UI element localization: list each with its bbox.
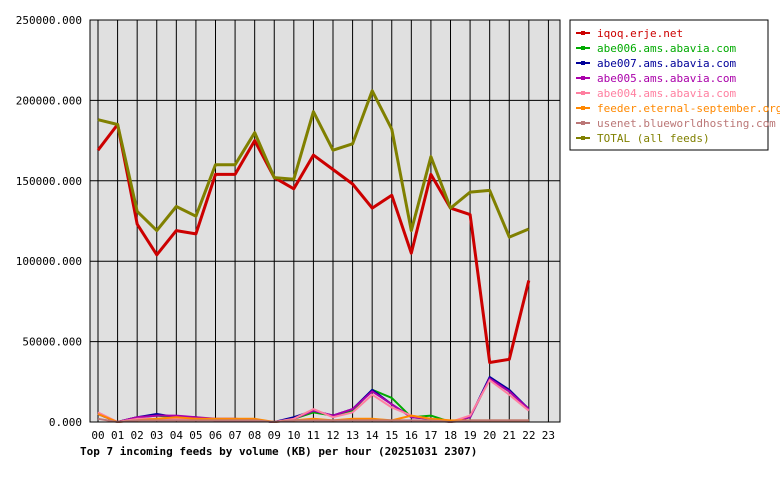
legend-marker (581, 31, 585, 35)
series-line (96, 123, 531, 364)
legend-marker (581, 61, 585, 65)
y-tick-label: 50000.000 (22, 336, 82, 349)
series-line (97, 417, 529, 423)
x-tick-label: 23 (542, 429, 555, 442)
y-tick-label: 100000.000 (16, 255, 82, 268)
x-tick-label: 02 (131, 429, 144, 442)
x-tick-labels: 00 01 02 03 04 05 06 07 08 09 10 11 12 13 14 15 16 17 18 19… (91, 429, 555, 442)
x-tick-label: 08 (248, 429, 261, 442)
x-tick-label: 19 (463, 429, 476, 442)
y-tick-labels: 0.000 50000.000 100000.000 150000.000 200000… (16, 14, 82, 429)
x-tick-label: 04 (170, 429, 184, 442)
x-tick-label: 18 (444, 429, 457, 442)
legend-marker (581, 106, 585, 110)
series-line (97, 89, 530, 239)
x-tick-label: 22 (522, 429, 535, 442)
x-tick-label: 14 (366, 429, 380, 442)
y-tick-label: 0.000 (49, 416, 82, 429)
x-tick-label: 03 (150, 429, 163, 442)
legend: iqoq.erje.net abe006.ams.abavia.com abe007… (569, 19, 780, 151)
x-tick-label: 21 (503, 429, 516, 442)
legend-label: abe006.ams.abavia.com (597, 42, 736, 55)
series-line (97, 413, 529, 423)
x-tick-label: 10 (287, 429, 300, 442)
grid (90, 19, 560, 423)
chart-title: Top 7 incoming feeds by volume (KB) per … (80, 445, 477, 458)
plot-background (90, 20, 560, 422)
x-tick-label: 06 (209, 429, 222, 442)
legend-marker (581, 76, 585, 80)
legend-label: feeder.eternal-september.org (597, 102, 780, 115)
x-tick-label: 20 (483, 429, 496, 442)
legend-marker (581, 121, 585, 125)
x-tick-label: 17 (424, 429, 437, 442)
x-tick-label: 07 (228, 429, 241, 442)
legend-label: abe004.ams.abavia.com (597, 87, 736, 100)
x-tick-label: 16 (405, 429, 418, 442)
x-tick-label: 09 (268, 429, 281, 442)
legend-marker (581, 136, 585, 140)
y-tick-label: 200000.000 (16, 94, 82, 107)
x-tick-label: 11 (307, 429, 320, 442)
legend-label: abe007.ams.abavia.com (597, 57, 736, 70)
x-tick-label: 00 (91, 429, 104, 442)
legend-label: abe005.ams.abavia.com (597, 72, 736, 85)
legend-label: TOTAL (all feeds) (597, 132, 710, 145)
legend-marker (581, 91, 585, 95)
y-tick-label: 250000.000 (16, 14, 82, 27)
x-tick-label: 12 (326, 429, 339, 442)
x-tick-label: 13 (346, 429, 359, 442)
plot-frame (89, 19, 561, 423)
legend-box (569, 19, 769, 151)
y-tick-label: 150000.000 (16, 175, 82, 188)
legend-marker (581, 46, 585, 50)
legend-label: usenet.blueworldhosting.com (597, 117, 776, 130)
x-tick-label: 15 (385, 429, 398, 442)
series-lines (96, 89, 531, 423)
x-tick-label: 05 (189, 429, 202, 442)
legend-label: iqoq.erje.net (597, 27, 683, 40)
x-tick-label: 01 (111, 429, 124, 442)
